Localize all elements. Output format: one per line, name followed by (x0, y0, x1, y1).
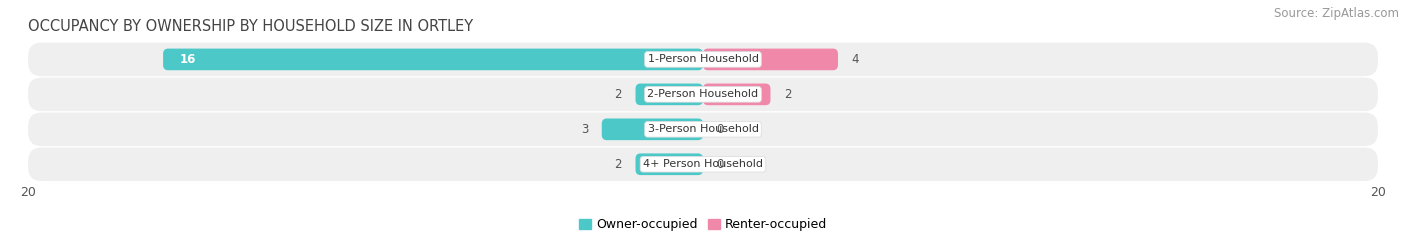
FancyBboxPatch shape (28, 113, 1378, 146)
FancyBboxPatch shape (703, 83, 770, 105)
FancyBboxPatch shape (28, 147, 1378, 181)
Text: 2: 2 (785, 88, 792, 101)
Text: 16: 16 (180, 53, 197, 66)
Text: 2: 2 (614, 88, 621, 101)
Legend: Owner-occupied, Renter-occupied: Owner-occupied, Renter-occupied (574, 213, 832, 233)
Text: 2-Person Household: 2-Person Household (647, 89, 759, 99)
Text: 3: 3 (581, 123, 588, 136)
Text: 3-Person Household: 3-Person Household (648, 124, 758, 134)
FancyBboxPatch shape (703, 49, 838, 70)
FancyBboxPatch shape (28, 78, 1378, 111)
Text: OCCUPANCY BY OWNERSHIP BY HOUSEHOLD SIZE IN ORTLEY: OCCUPANCY BY OWNERSHIP BY HOUSEHOLD SIZE… (28, 19, 474, 34)
FancyBboxPatch shape (636, 153, 703, 175)
Text: Source: ZipAtlas.com: Source: ZipAtlas.com (1274, 7, 1399, 20)
Text: 2: 2 (614, 158, 621, 171)
FancyBboxPatch shape (636, 83, 703, 105)
Text: 1-Person Household: 1-Person Household (648, 55, 758, 64)
FancyBboxPatch shape (28, 43, 1378, 76)
Text: 0: 0 (717, 158, 724, 171)
FancyBboxPatch shape (602, 118, 703, 140)
Text: 0: 0 (717, 123, 724, 136)
Text: 4+ Person Household: 4+ Person Household (643, 159, 763, 169)
Text: 4: 4 (852, 53, 859, 66)
FancyBboxPatch shape (163, 49, 703, 70)
